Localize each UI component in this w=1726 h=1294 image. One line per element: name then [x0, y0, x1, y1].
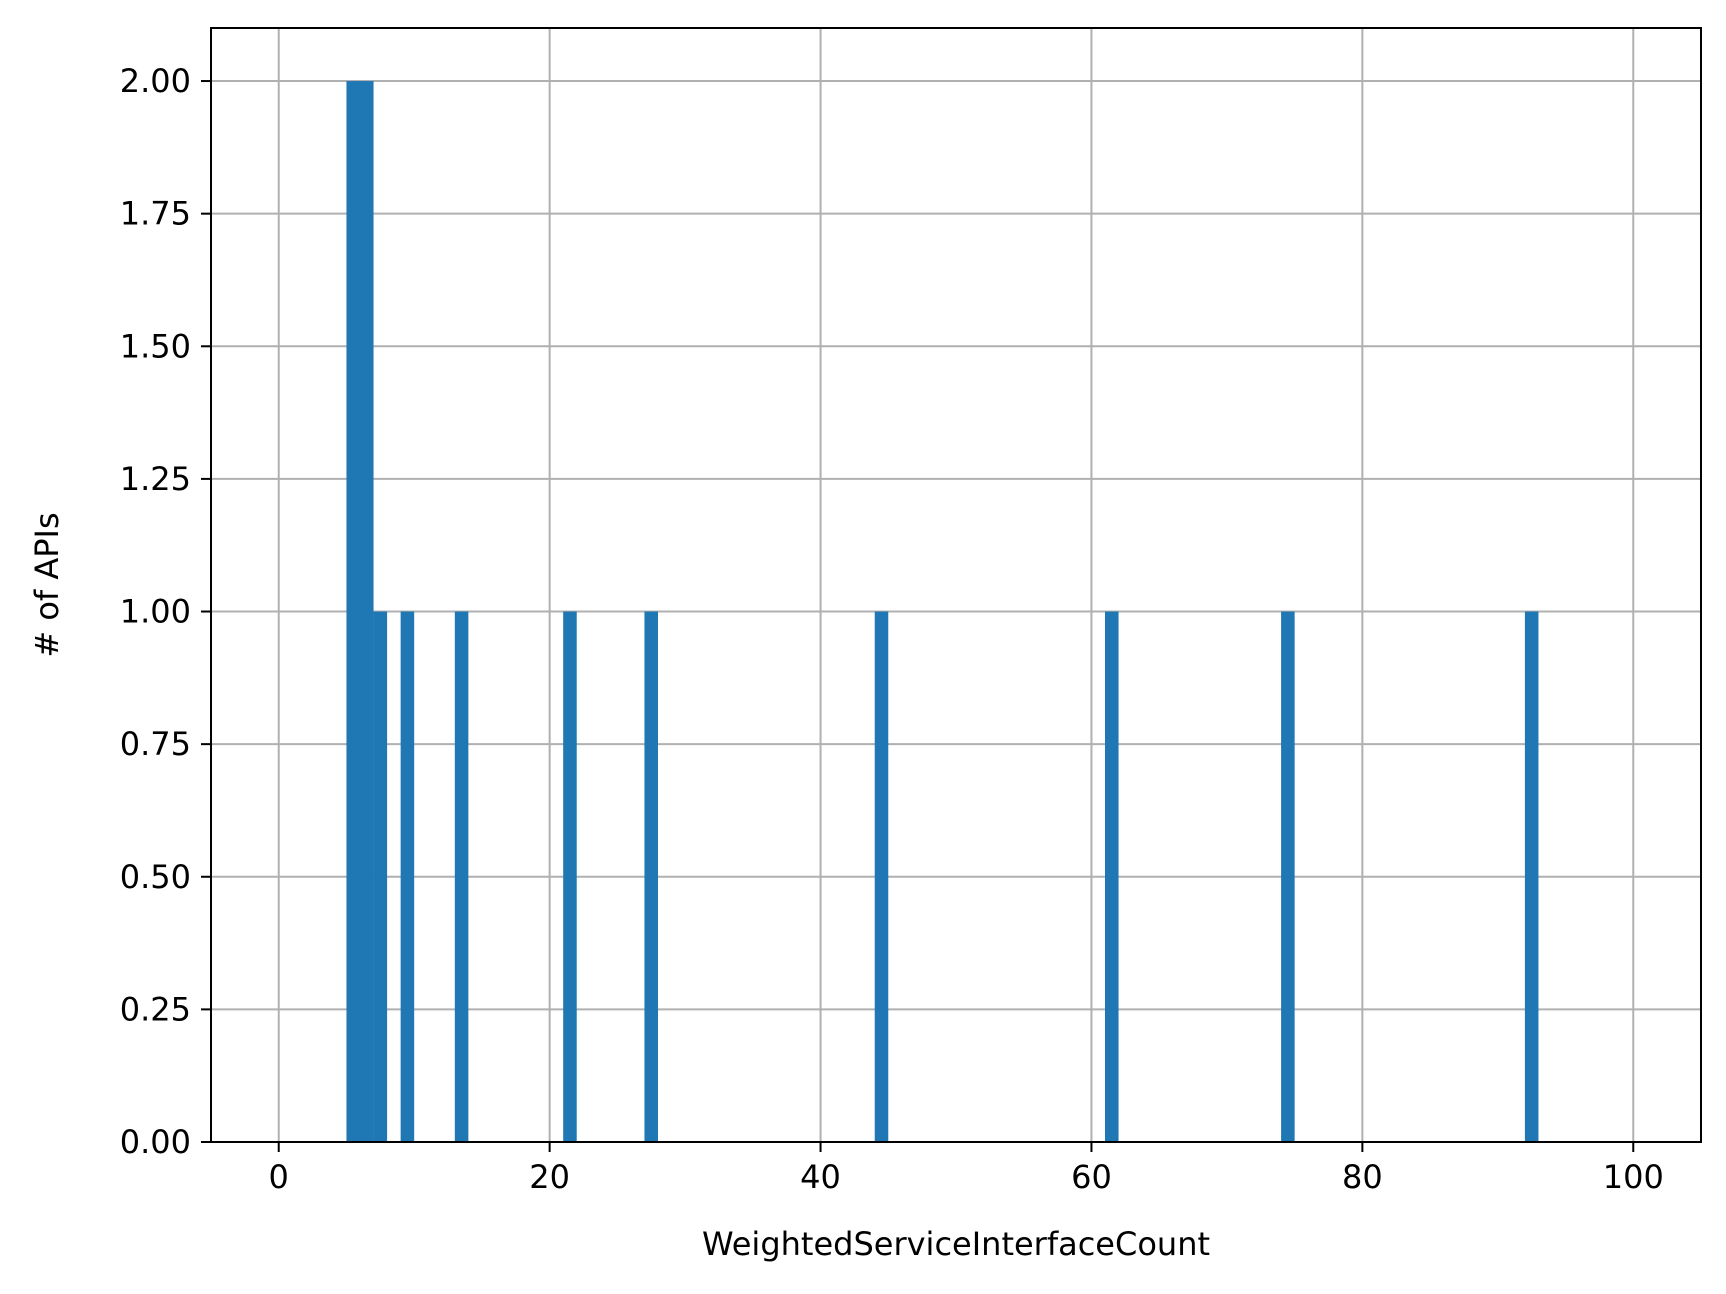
- x-tick-label: 40: [800, 1158, 841, 1196]
- y-tick-label: 1.50: [120, 327, 191, 365]
- histogram-bar: [346, 81, 360, 1143]
- x-tick-label: 0: [269, 1158, 289, 1196]
- y-axis-ticks: 0.00 0.25 0.50 0.75 1.00 1.25 1.50 1.75 2.00: [120, 62, 211, 1161]
- y-axis-title: # of APIs: [28, 512, 66, 657]
- x-tick-label: 100: [1603, 1158, 1664, 1196]
- histogram-bar: [563, 611, 577, 1142]
- plot-frame: [210, 27, 1702, 1143]
- histogram-bar: [373, 611, 388, 1142]
- x-axis-ticks: 0 20 40 60 80 100: [269, 1142, 1664, 1196]
- histogram-bar: [1524, 611, 1539, 1142]
- histogram-bar: [874, 611, 889, 1142]
- y-tick-label: 0.50: [120, 858, 191, 896]
- gridlines: [211, 28, 1701, 1143]
- y-tick-label: 0.00: [120, 1123, 191, 1161]
- x-tick-label: 80: [1342, 1158, 1383, 1196]
- histogram-bar: [454, 611, 469, 1142]
- y-tick-label: 0.75: [120, 725, 191, 763]
- y-tick-label: 2.00: [120, 62, 191, 100]
- x-axis-title: WeightedServiceInterfaceCount: [702, 1225, 1210, 1263]
- histogram-bar: [1105, 611, 1119, 1142]
- histogram-bar: [644, 611, 658, 1142]
- y-tick-label: 0.25: [120, 990, 191, 1028]
- y-tick-label: 1.75: [120, 195, 191, 233]
- histogram-bar: [1281, 611, 1295, 1142]
- y-tick-label: 1.25: [120, 460, 191, 498]
- bars: [346, 81, 1539, 1143]
- y-tick-label: 1.00: [120, 593, 191, 631]
- histogram-bar: [400, 611, 415, 1142]
- x-tick-label: 60: [1071, 1158, 1112, 1196]
- histogram-bar: [360, 81, 374, 1143]
- x-tick-label: 20: [529, 1158, 570, 1196]
